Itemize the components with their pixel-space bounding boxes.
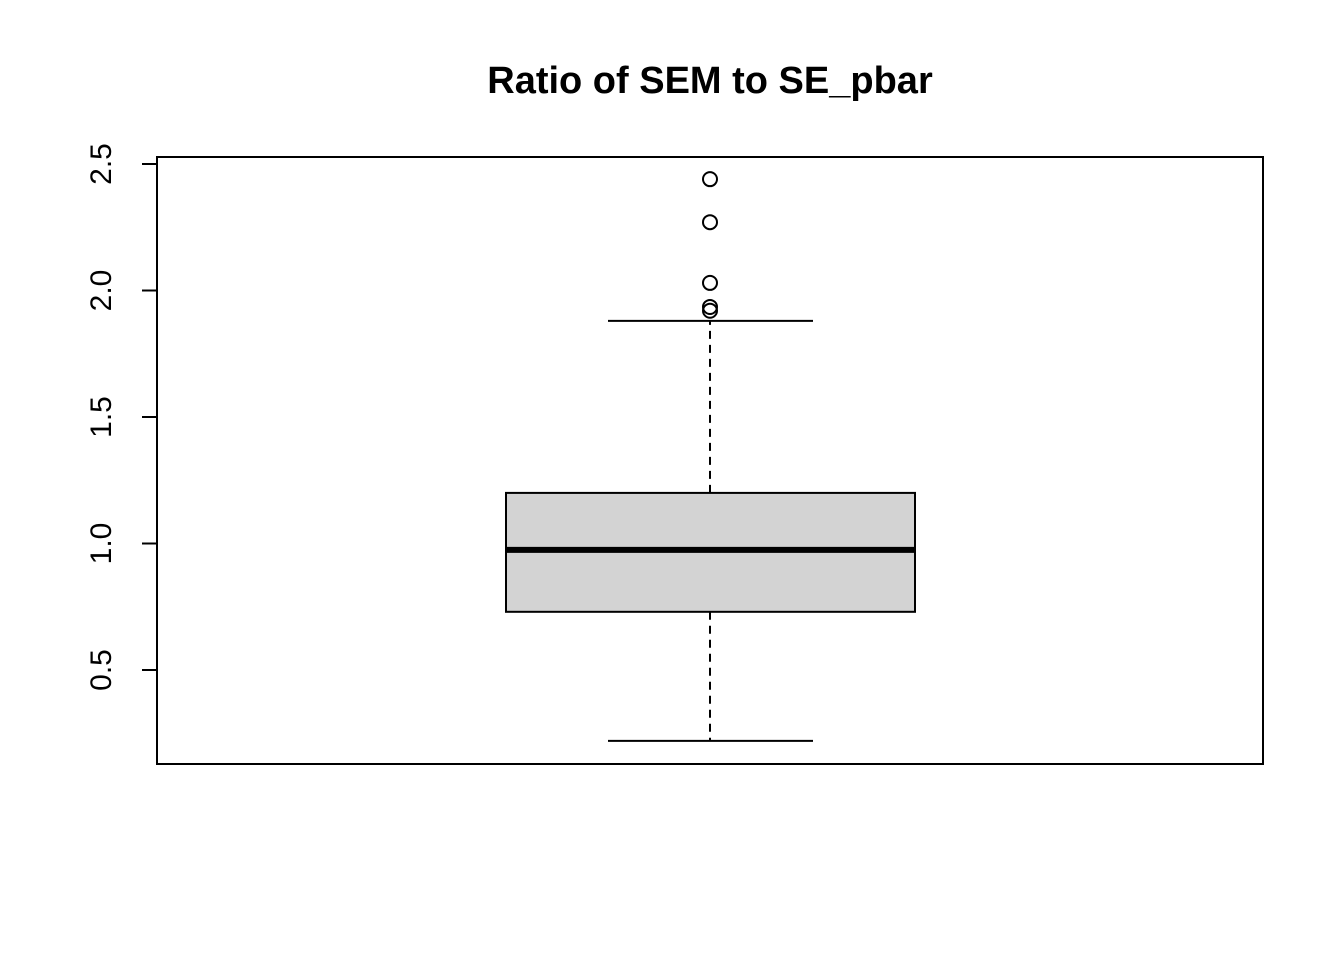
y-tick-label: 0.5 xyxy=(85,649,118,691)
y-tick-label: 1.0 xyxy=(85,523,118,565)
y-tick-label: 2.5 xyxy=(85,143,118,185)
box-group xyxy=(505,319,916,742)
y-axis: 0.5 1.0 1.5 2.0 2.5 xyxy=(85,143,158,691)
y-tick-label: 1.5 xyxy=(85,396,118,438)
y-tick-label: 2.0 xyxy=(85,270,118,312)
outlier-point xyxy=(702,171,718,188)
outlier-point xyxy=(702,298,718,315)
outlier-group xyxy=(702,171,718,319)
outlier-point xyxy=(702,214,718,231)
chart-title: Ratio of SEM to SE_pbar xyxy=(487,60,933,102)
outlier-point xyxy=(702,274,718,291)
